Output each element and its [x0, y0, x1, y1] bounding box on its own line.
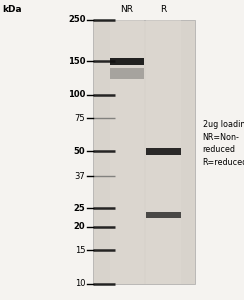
Text: 10: 10 — [75, 279, 85, 288]
Text: 15: 15 — [75, 246, 85, 255]
Text: 75: 75 — [75, 114, 85, 123]
Text: R: R — [160, 4, 167, 14]
Text: 150: 150 — [68, 57, 85, 66]
Bar — [110, 68, 144, 79]
Text: 20: 20 — [74, 222, 85, 231]
Bar — [110, 58, 144, 65]
Bar — [93, 20, 195, 283]
Text: 37: 37 — [75, 172, 85, 181]
Bar — [146, 20, 181, 283]
Bar — [146, 148, 181, 154]
Bar — [110, 20, 144, 283]
Text: 25: 25 — [74, 204, 85, 213]
Text: 50: 50 — [74, 147, 85, 156]
Text: 2ug loading
NR=Non-
reduced
R=reduced: 2ug loading NR=Non- reduced R=reduced — [203, 120, 244, 167]
Text: 100: 100 — [68, 90, 85, 99]
Bar — [146, 212, 181, 218]
Text: NR: NR — [120, 4, 133, 14]
Text: 250: 250 — [68, 15, 85, 24]
Text: kDa: kDa — [2, 4, 22, 14]
